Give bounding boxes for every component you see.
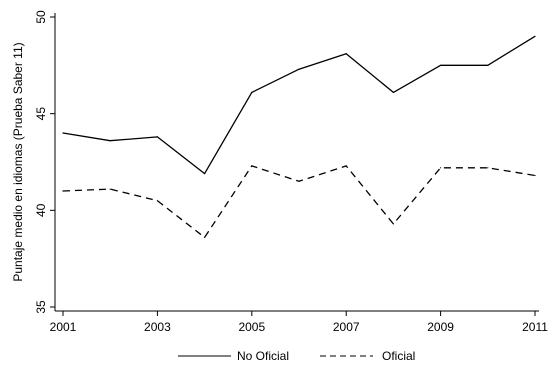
data-point — [487, 167, 489, 169]
data-point — [109, 188, 111, 190]
x-tick-label: 2011 — [522, 320, 548, 334]
data-point — [392, 91, 394, 93]
x-tick-label: 2003 — [144, 320, 171, 334]
data-point — [204, 173, 206, 175]
data-point — [156, 136, 158, 138]
data-point — [487, 64, 489, 66]
y-axis-title: Puntaje medio en idiomas (Prueba Saber 1… — [11, 42, 25, 281]
x-tick-label: 2007 — [333, 320, 360, 334]
data-point — [392, 223, 394, 225]
data-point — [298, 180, 300, 182]
data-point — [62, 190, 64, 192]
y-tick-label: 35 — [34, 300, 48, 314]
y-ticks: 35 40 45 50 — [34, 10, 55, 314]
data-point — [440, 167, 442, 169]
series-line-no-oficial — [62, 35, 536, 175]
series-lines — [62, 35, 536, 239]
data-point — [251, 91, 253, 93]
data-point — [345, 165, 347, 167]
data-point — [251, 165, 253, 167]
y-tick-label: 45 — [34, 107, 48, 121]
data-point — [62, 132, 64, 134]
x-tick-label: 2001 — [50, 320, 77, 334]
data-point — [345, 53, 347, 55]
legend-label-no-oficial: No Oficial — [237, 349, 289, 363]
data-point — [109, 140, 111, 142]
x-tick-label: 2009 — [427, 320, 454, 334]
data-point — [298, 68, 300, 70]
y-tick-label: 50 — [34, 10, 48, 24]
data-point — [534, 174, 536, 177]
y-tick-label: 40 — [34, 203, 48, 217]
legend: No Oficial Oficial — [178, 349, 415, 363]
x-ticks: 2001 2003 2005 2007 2009 2011 — [50, 311, 548, 334]
data-point — [204, 236, 206, 238]
legend-label-oficial: Oficial — [382, 349, 415, 363]
data-point — [440, 64, 442, 66]
data-point — [156, 200, 158, 202]
data-point — [534, 35, 536, 37]
x-tick-label: 2005 — [238, 320, 265, 334]
series-line-oficial — [62, 165, 536, 239]
